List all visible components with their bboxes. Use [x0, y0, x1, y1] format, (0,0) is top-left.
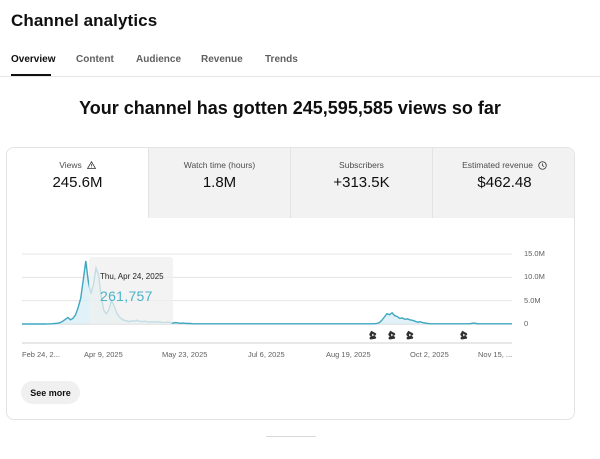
chart-tooltip: Thu, Apr 24, 2025 261,757 [89, 257, 173, 324]
short-icon[interactable] [405, 330, 415, 340]
metric-tabs: Views 245.6M Watch time (hours) 1.8M Sub… [7, 148, 574, 218]
warning-icon [86, 161, 96, 169]
x-tick-label: Feb 24, 2... [22, 350, 60, 359]
y-tick-label: 5.0M [524, 295, 541, 305]
metric-views[interactable]: Views 245.6M [7, 148, 148, 218]
metric-estimated-revenue[interactable]: Estimated revenue $462.48 [433, 148, 574, 218]
metric-label: Watch time (hours) [183, 160, 256, 170]
metric-watch-time[interactable]: Watch time (hours) 1.8M [149, 148, 290, 218]
tab-overview[interactable]: Overview [11, 54, 56, 65]
metric-label: Estimated revenue [462, 160, 533, 170]
metric-value: +313.5K [333, 174, 390, 191]
short-icon[interactable] [387, 330, 397, 340]
tab-trends[interactable]: Trends [265, 54, 298, 65]
tab-revenue[interactable]: Revenue [201, 54, 243, 65]
clock-icon [538, 160, 547, 170]
active-tab-indicator [11, 74, 51, 76]
x-tick-label: Apr 9, 2025 [84, 350, 123, 359]
tooltip-value: 261,757 [100, 288, 153, 304]
metric-value: 245.6M [52, 174, 103, 191]
metric-value: $462.48 [477, 174, 532, 191]
metric-divider [290, 148, 291, 218]
x-tick-label: Oct 2, 2025 [410, 350, 449, 359]
short-icon[interactable] [368, 330, 378, 340]
see-more-button[interactable]: See more [21, 381, 80, 404]
divider [266, 436, 316, 437]
metric-subscribers[interactable]: Subscribers +313.5K [291, 148, 432, 218]
views-headline: Your channel has gotten 245,595,585 view… [79, 98, 501, 118]
x-tick-label: Jul 6, 2025 [248, 350, 285, 359]
metric-divider [148, 148, 149, 218]
x-tick-label: Nov 15, ... [478, 350, 513, 359]
metric-divider [432, 148, 433, 218]
metric-value: 1.8M [202, 174, 237, 191]
y-tick-label: 15.0M [524, 249, 545, 258]
tab-content[interactable]: Content [76, 54, 114, 65]
x-tick-label: May 23, 2025 [162, 350, 208, 359]
x-tick-label: Aug 19, 2025 [326, 350, 371, 359]
short-icon[interactable] [459, 330, 469, 340]
metric-label: Subscribers [339, 160, 384, 170]
tab-audience[interactable]: Audience [136, 54, 182, 65]
tooltip-date: Thu, Apr 24, 2025 [100, 272, 164, 281]
page-title: Channel analytics [11, 11, 158, 30]
y-tick-label: 0 [524, 319, 529, 328]
y-tick-label: 10.0M [524, 272, 545, 282]
tab-bar: Overview Content Audience Revenue Trends [0, 50, 600, 77]
metric-label: Views [59, 160, 82, 170]
